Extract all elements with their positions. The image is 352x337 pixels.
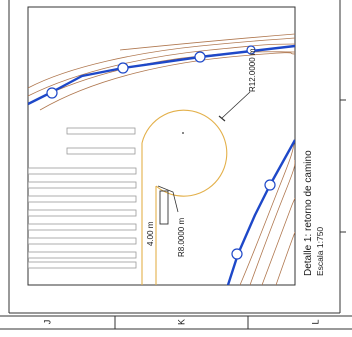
alignment-station-3 <box>194 51 206 63</box>
alignment-line-bottom <box>226 139 295 285</box>
contour-lines-top <box>28 33 295 111</box>
outer-radius-label: R12.0000 m <box>248 48 257 92</box>
stall-1 <box>28 167 137 175</box>
alignment-station-1 <box>46 87 58 99</box>
grid-label-j: J <box>42 320 52 325</box>
stall-8 <box>28 261 137 269</box>
alignment-station-5 <box>264 179 276 191</box>
contour-lines-bottom <box>239 139 295 285</box>
alignment-station-2 <box>117 62 129 74</box>
stall-6 <box>28 237 137 245</box>
stall-upper-2 <box>66 147 136 155</box>
detail-scale: Escala 1:750 <box>315 227 325 276</box>
stall-7 <box>28 251 137 259</box>
parking-stalls <box>28 127 137 269</box>
road-width-dimension-box <box>159 190 169 225</box>
turnaround-road-edge <box>141 109 228 285</box>
grid-label-l: L <box>310 319 320 324</box>
alignment-station-4 <box>246 45 256 55</box>
stall-4 <box>28 209 137 217</box>
grid-label-k: K <box>176 319 186 325</box>
alignment-station-6 <box>231 248 243 260</box>
outer-radius-tick <box>218 115 226 122</box>
stall-2 <box>28 181 137 189</box>
turnaround-center-point <box>182 132 184 134</box>
inner-radius-label: R8.0000 m <box>177 218 186 257</box>
detail-content: R12.0000 m R8.0000 m 4.00 m <box>28 33 295 285</box>
stall-3 <box>28 195 137 203</box>
turnaround-bulb <box>141 109 228 197</box>
inner-radius-leader <box>157 185 179 213</box>
detail-title: Detalle 1: retorno de camino <box>303 150 314 276</box>
outer-radius-leader <box>221 91 251 119</box>
road-width-label: 4.00 m <box>146 221 155 246</box>
stall-5 <box>28 223 137 231</box>
stall-upper-1 <box>66 127 136 135</box>
